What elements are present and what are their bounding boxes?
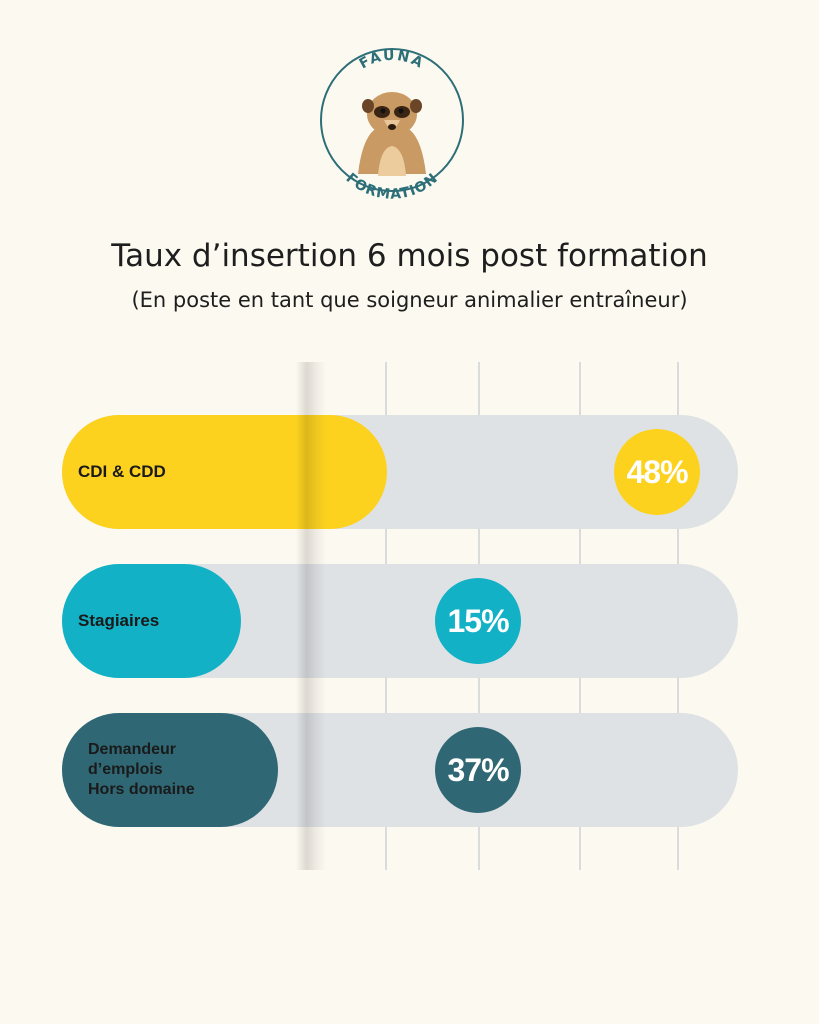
value-label: 15% [447,602,509,639]
bar-label: Stagiaires [78,611,160,630]
bar-label: CDI & CDD [78,462,166,481]
value-label: 48% [626,453,688,490]
bar-label: Demandeur d’emplois Hors domaine [88,741,195,798]
value-badge: 15% [435,578,521,664]
meerkat-icon [358,92,426,176]
value-badge: 48% [614,429,700,515]
value-label: 37% [447,751,509,788]
bar-demandeur-emploi: Demandeur d’emplois Hors domaine [62,713,278,827]
logo-name-top: FAUNA [357,48,427,73]
value-badge: 37% [435,727,521,813]
chart-title: Taux d’insertion 6 mois post formation [111,238,708,274]
chart-subtitle: (En poste en tant que soigneur animalier… [131,288,688,312]
logo: FAUNA FORMATION [318,42,466,203]
bar-stagiaires: Stagiaires [62,564,241,678]
bar-cdi-cdd: CDI & CDD [62,415,387,529]
